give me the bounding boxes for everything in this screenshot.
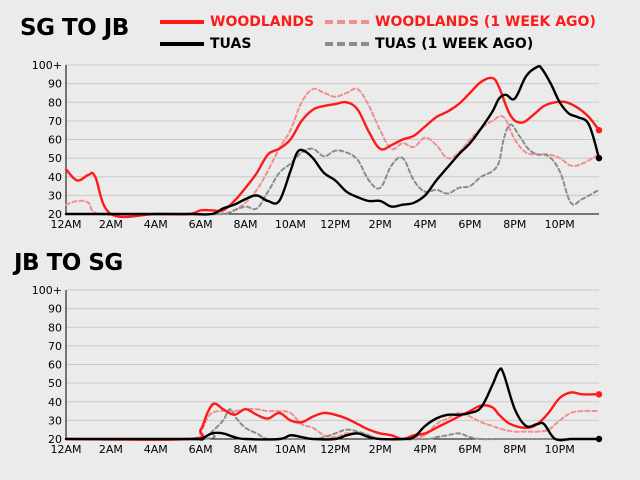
- y-tick-label: 70: [48, 340, 62, 353]
- x-tick-label: 6AM: [189, 218, 213, 231]
- x-tick-label: 6PM: [458, 443, 481, 456]
- chart-title-jb-to-sg: JB TO SG: [14, 250, 123, 276]
- legend-label-woodlands-prev: WOODLANDS (1 WEEK AGO): [375, 14, 596, 30]
- series-endpoint-tuas: [595, 154, 603, 162]
- y-tick-label: 90: [48, 303, 62, 316]
- x-tick-label: 4AM: [144, 218, 168, 231]
- legend-item-tuas-prev: TUAS (1 WEEK AGO): [325, 34, 533, 54]
- x-tick-label: 10PM: [545, 218, 575, 231]
- y-tick-label: 70: [48, 115, 62, 128]
- x-tick-label: 4PM: [414, 218, 437, 231]
- legend: WOODLANDS WOODLANDS (1 WEEK AGO) TUAS TU…: [160, 12, 630, 56]
- legend-swatch-tuas-prev: [325, 42, 369, 46]
- y-tick-label: 40: [48, 171, 62, 184]
- legend-item-woodlands: WOODLANDS: [160, 12, 314, 32]
- x-tick-label: 6PM: [458, 218, 481, 231]
- series-endpoint-tuas: [595, 435, 603, 443]
- y-tick-label: 50: [48, 152, 62, 165]
- x-tick-label: 12PM: [320, 218, 350, 231]
- legend-label-tuas-prev: TUAS (1 WEEK AGO): [375, 36, 534, 52]
- legend-label-tuas: TUAS: [210, 36, 252, 52]
- x-tick-label: 8AM: [234, 218, 258, 231]
- series-line-tuas: [64, 367, 601, 442]
- y-tick-label: 100+: [32, 284, 62, 297]
- y-tick-label: 80: [48, 96, 62, 109]
- series-line-tuas-1-week-ago: [65, 408, 600, 441]
- legend-swatch-woodlands: [160, 20, 204, 24]
- y-tick-label: 20: [48, 208, 62, 221]
- chart-sg-to-jb: 20 30 40 50 60 70 80 90 100+ 12AM 2AM 4AM 6AM 8AM 10AM…: [32, 59, 603, 231]
- x-tick-label: 8PM: [503, 218, 526, 231]
- x-tick-label: 8AM: [234, 443, 258, 456]
- y-tick-label: 40: [48, 396, 62, 409]
- x-tick-label: 2PM: [369, 218, 392, 231]
- series-line-tuas: [64, 64, 601, 216]
- series-endpoint-woodlands: [595, 391, 603, 398]
- x-tick-label: 10AM: [275, 218, 306, 231]
- y-tick-label: 100+: [32, 59, 62, 72]
- series-line-woodlands: [64, 76, 601, 219]
- legend-item-woodlands-prev: WOODLANDS (1 WEEK AGO): [325, 12, 596, 32]
- x-tick-label: 12PM: [320, 443, 350, 456]
- series-line-woodlands: [64, 391, 601, 441]
- x-tick-label: 2AM: [99, 443, 123, 456]
- y-tick-label: 30: [48, 414, 62, 427]
- chart-title-sg-to-jb: SG TO JB: [20, 15, 129, 41]
- legend-item-tuas: TUAS: [160, 34, 251, 54]
- x-tick-label: 4PM: [414, 443, 437, 456]
- y-tick-label: 60: [48, 359, 62, 372]
- x-tick-label: 8PM: [503, 443, 526, 456]
- series-endpoint-woodlands: [595, 126, 603, 134]
- y-tick-label: 30: [48, 189, 62, 202]
- y-tick-label: 50: [48, 377, 62, 390]
- y-tick-label: 20: [48, 433, 62, 446]
- x-tick-label: 2AM: [99, 218, 123, 231]
- legend-swatch-woodlands-prev: [325, 20, 369, 24]
- x-tick-label: 4AM: [144, 443, 168, 456]
- x-tick-label: 12AM: [50, 443, 81, 456]
- legend-swatch-tuas: [160, 42, 204, 46]
- x-tick-label: 10AM: [275, 443, 306, 456]
- x-tick-label: 10PM: [545, 443, 575, 456]
- y-tick-label: 80: [48, 321, 62, 334]
- x-tick-label: 2PM: [369, 443, 392, 456]
- x-tick-label: 12AM: [50, 218, 81, 231]
- y-tick-label: 90: [48, 78, 62, 91]
- series-line-tuas-1-week-ago: [65, 123, 600, 216]
- x-tick-label: 6AM: [189, 443, 213, 456]
- legend-label-woodlands: WOODLANDS: [210, 14, 315, 30]
- y-tick-label: 60: [48, 134, 62, 147]
